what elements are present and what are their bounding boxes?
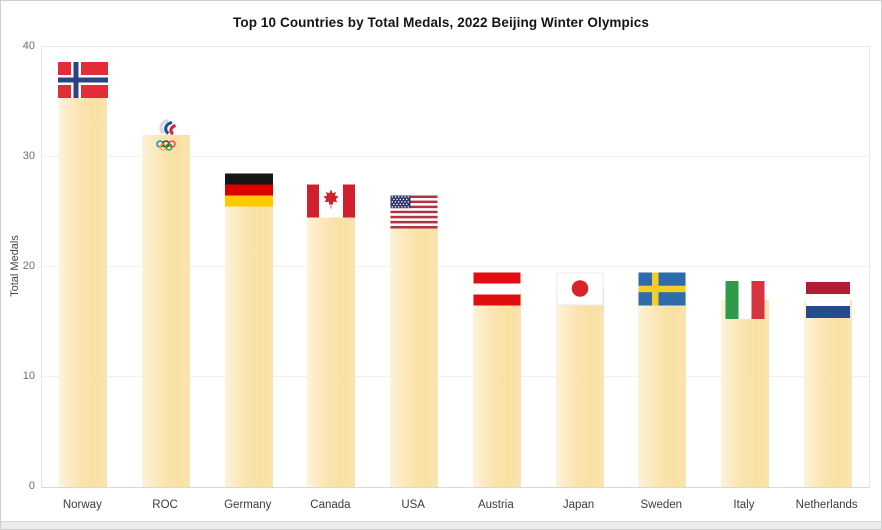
y-tick-40: 40 — [22, 40, 35, 52]
y-tick-10: 10 — [22, 370, 35, 382]
y-tick-30: 30 — [22, 150, 35, 162]
x-label-netherlands: Netherlands — [795, 499, 858, 511]
y-tick-0: 0 — [28, 480, 35, 492]
bar-sweden[interactable] — [638, 289, 687, 487]
bar-italy[interactable] — [720, 300, 769, 487]
bar-canada[interactable] — [307, 201, 356, 487]
x-label-sweden: Sweden — [640, 499, 683, 511]
y-tick-20: 20 — [22, 260, 35, 272]
canada-flag-icon — [307, 184, 356, 218]
italy-flag-icon — [725, 281, 765, 319]
sweden-flag-icon — [638, 272, 686, 306]
chart-title: Top 10 Countries by Total Medals, 2022 B… — [233, 15, 649, 30]
netherlands-flag-icon — [805, 282, 850, 318]
bar-japan[interactable] — [555, 289, 604, 487]
x-label-germany: Germany — [224, 499, 272, 511]
horizontal-scrollbar-track[interactable] — [1, 521, 881, 529]
x-label-japan: Japan — [562, 499, 595, 511]
bar-germany[interactable] — [224, 190, 273, 487]
germany-flag-icon — [224, 173, 273, 207]
usa-flag-icon — [390, 195, 438, 229]
gridline-20 — [42, 266, 869, 267]
x-label-canada: Canada — [310, 499, 351, 511]
x-label-austria: Austria — [477, 499, 514, 511]
bar-austria[interactable] — [472, 289, 521, 487]
bar-norway[interactable] — [59, 80, 108, 487]
bar-roc[interactable] — [142, 135, 191, 487]
x-label-roc: ROC — [152, 499, 178, 511]
japan-flag-icon — [556, 272, 604, 306]
gridline-10 — [42, 376, 869, 377]
x-label-usa: USA — [401, 499, 425, 511]
plot-area — [41, 46, 870, 488]
roc-emblem-icon — [151, 118, 181, 152]
norway-flag-icon — [58, 62, 109, 98]
bar-usa[interactable] — [390, 212, 439, 487]
x-label-italy: Italy — [733, 499, 755, 511]
gridline-30 — [42, 156, 869, 157]
austria-flag-icon — [473, 272, 521, 306]
x-label-norway: Norway — [62, 499, 102, 511]
bar-netherlands[interactable] — [803, 300, 852, 487]
